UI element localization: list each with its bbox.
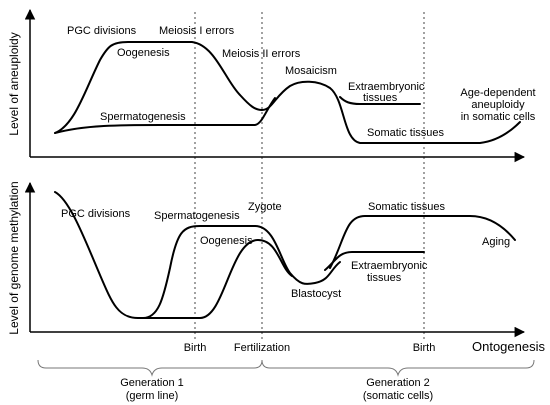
- top-extraembryonic-curve: [339, 96, 421, 105]
- bottom-spermatogenesis-curve: [142, 225, 256, 319]
- bottom-aging-label: Aging: [482, 236, 510, 248]
- bottom-somatic-curve: [329, 215, 516, 269]
- top-somatic-tissues-label: Somatic tissues: [367, 127, 445, 139]
- top-meiosis-i-label: Meiosis I errors: [159, 25, 235, 37]
- generation-2-subtitle: (somatic cells): [363, 390, 433, 402]
- top-mosaicism-label: Mosaicism: [285, 65, 337, 77]
- top-age-label-2: aneuploidy: [471, 99, 525, 111]
- bottom-oogenesis-label: Oogenesis: [200, 235, 253, 247]
- bottom-somatic-tissues-label: Somatic tissues: [368, 201, 446, 213]
- generation-1-subtitle: (germ line): [126, 390, 179, 402]
- bottom-extraembryonic-curve: [324, 251, 425, 271]
- birth-label-1: Birth: [184, 342, 207, 354]
- bottom-blastocyst-label: Blastocyst: [291, 288, 341, 300]
- top-age-label-3: in somatic cells: [461, 111, 536, 123]
- top-pgc-divisions-label: PGC divisions: [67, 25, 137, 37]
- bottom-oogenesis-curve: [137, 239, 259, 319]
- bottom-extraembryonic-label-2: tissues: [367, 272, 402, 284]
- bottom-zygote-blastocyst-curve: [254, 225, 341, 285]
- bottom-oocyte-blastocyst-curve: [257, 239, 293, 277]
- top-spermatogenesis-curve: [54, 97, 276, 134]
- top-y-axis-label: Level of aneuploidy: [7, 32, 21, 135]
- top-oogenesis-curve: [54, 41, 521, 144]
- top-age-label-1: Age-dependent: [460, 87, 535, 99]
- top-meiosis-ii-label: Meiosis II errors: [222, 48, 301, 60]
- birth-label-2: Birth: [413, 342, 436, 354]
- bottom-extraembryonic-label-1: Extraembryonic: [351, 260, 428, 272]
- ontogenesis-label: Ontogenesis: [472, 339, 545, 354]
- bottom-spermatogenesis-label: Spermatogenesis: [154, 210, 240, 222]
- top-extraembryonic-label-1: Extraembryonic: [348, 81, 425, 93]
- bottom-pgc-divisions-label: PGC divisions: [61, 208, 131, 220]
- bottom-y-axis-label: Level of genome methylation: [7, 181, 21, 334]
- fertilization-label: Fertilization: [234, 342, 290, 354]
- top-spermatogenesis-label: Spermatogenesis: [100, 111, 186, 123]
- bottom-zygote-label: Zygote: [248, 201, 282, 213]
- generation-2-brace: [261, 359, 535, 377]
- generation-1-title: Generation 1: [120, 377, 184, 389]
- top-oogenesis-label: Oogenesis: [117, 47, 170, 59]
- top-extraembryonic-label-2: tissues: [363, 92, 398, 104]
- generation-2-title: Generation 2: [366, 377, 430, 389]
- bottom-pgc-curve: [54, 191, 161, 319]
- generation-1-brace: [37, 359, 263, 377]
